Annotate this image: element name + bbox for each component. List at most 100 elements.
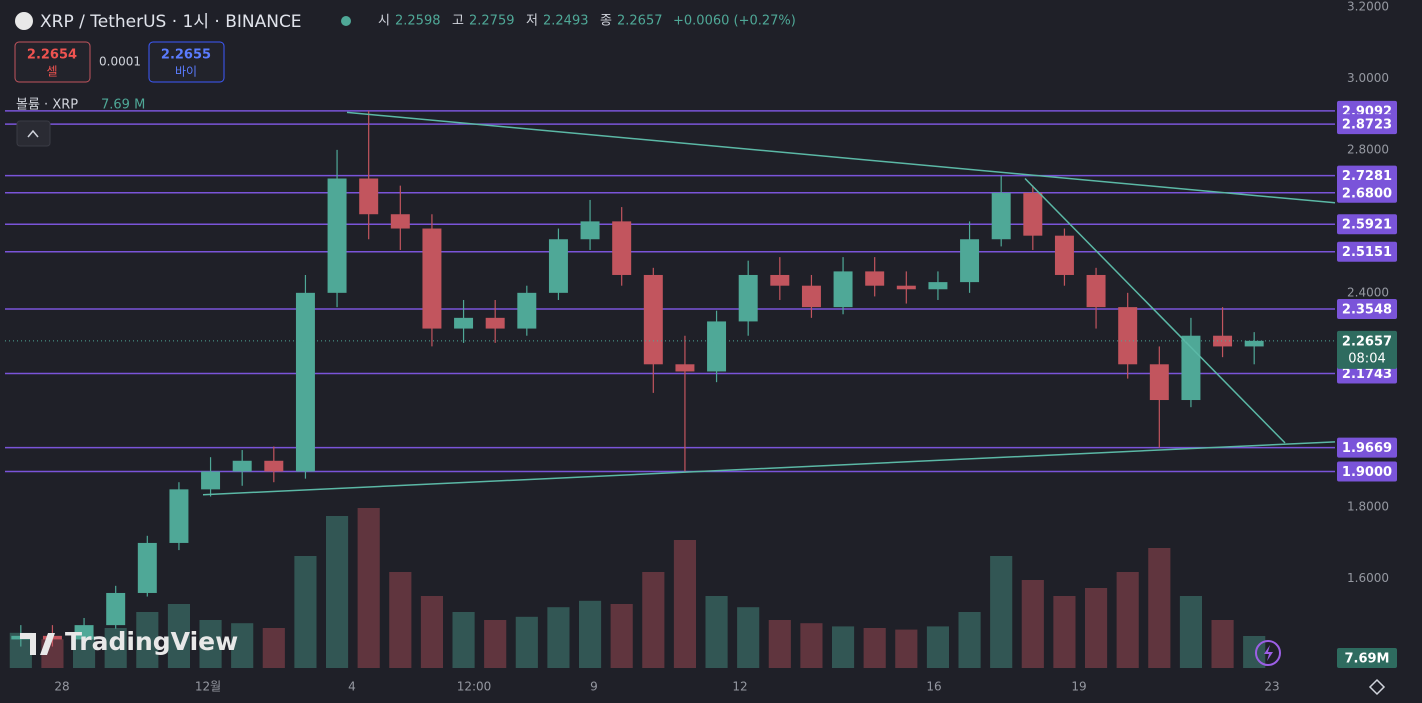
x-tick-label: 12월 (195, 680, 221, 694)
volume-title: 볼륨 · XRP (16, 98, 78, 113)
volume-bar (642, 572, 665, 668)
candle-body (1023, 192, 1043, 236)
ohlc-value: 2.2493 (543, 14, 589, 29)
market-status (341, 16, 351, 26)
candle-body (422, 228, 442, 329)
candle-body (738, 274, 758, 322)
volume-bar (325, 516, 349, 668)
level-label-box (1337, 461, 1397, 482)
logo-text: TradingView (65, 627, 238, 656)
settings-icon[interactable] (1368, 678, 1386, 696)
volume-bar (705, 596, 728, 668)
volume-bar (578, 600, 602, 668)
volume-bar (72, 636, 96, 668)
x-tick-label: 12 (732, 680, 747, 694)
candle-body (232, 460, 252, 472)
last-price-box (1337, 330, 1397, 369)
candle-body (833, 271, 853, 308)
volume-bar (104, 628, 127, 668)
volume-bar (831, 626, 855, 668)
candle-body (960, 239, 980, 283)
buy-button[interactable] (148, 41, 225, 83)
symbol-icon (15, 12, 33, 30)
countdown: 08:04 (1348, 351, 1385, 366)
volume-bar (863, 628, 886, 668)
x-tick-label: 19 (1071, 680, 1086, 694)
level-label: 2.5921 (1342, 218, 1392, 233)
y-tick-label: 2.4000 (1347, 285, 1389, 299)
candle-body (327, 178, 347, 293)
collapse-icon (27, 129, 39, 138)
volume-value: 7.69 M (101, 98, 145, 113)
candle-body (675, 364, 695, 372)
level-label: 2.1743 (1342, 367, 1392, 382)
candle-body (1054, 235, 1074, 275)
level-label: 2.3548 (1342, 302, 1392, 317)
volume-axis-label: 7.69M (1344, 652, 1389, 667)
y-tick-label: 3.0000 (1347, 71, 1389, 85)
y-tick-label: 2.8000 (1347, 142, 1389, 156)
volume-bar (958, 612, 981, 668)
y-tick-label: 1.8000 (1347, 500, 1389, 514)
trend-line (1024, 177, 1286, 444)
symbol-title: XRP / TetherUS · 1시 · BINANCE (40, 12, 302, 32)
collapse-button[interactable] (16, 120, 51, 147)
volume-bar (1053, 596, 1076, 668)
candle-body (390, 214, 410, 229)
trend-line (202, 441, 1336, 496)
x-tick-label: 9 (590, 680, 598, 694)
volume-bar (926, 626, 950, 668)
level-label-box (1337, 214, 1397, 235)
volume-bar (262, 628, 285, 668)
buy-label: 바이 (175, 65, 197, 79)
sell-button[interactable] (14, 41, 91, 83)
volume-bar (452, 612, 475, 668)
x-tick-label: 16 (926, 680, 941, 694)
volume-bar (737, 607, 760, 668)
volume-bar (294, 556, 317, 668)
level-label: 2.8723 (1342, 118, 1392, 133)
lightning-button[interactable] (1255, 640, 1281, 666)
volume-bar (800, 623, 823, 668)
candle-body (169, 489, 189, 543)
ohlc-key: 시 (378, 14, 390, 29)
volume-bar (895, 629, 918, 668)
y-tick-label: 3.2000 (1347, 0, 1389, 14)
level-label: 2.5151 (1342, 245, 1392, 260)
volume-bar (420, 596, 444, 668)
candle-body (201, 471, 221, 490)
x-tick-label: 28 (54, 680, 69, 694)
candle-body (1149, 364, 1169, 401)
level-label-box (1337, 165, 1397, 186)
volume-bar (1116, 572, 1139, 668)
candle-body (770, 274, 790, 286)
candle-body (707, 321, 727, 372)
candle-body (1244, 340, 1264, 347)
candle-body (1086, 274, 1106, 308)
ohlc-value: 2.2598 (395, 14, 441, 29)
volume-bar (768, 620, 791, 668)
candle-body (485, 317, 505, 329)
level-label-box (1337, 114, 1397, 135)
candle-body (264, 460, 284, 472)
lightning-icon (1264, 645, 1273, 661)
volume-bar (389, 572, 412, 668)
candle-body (517, 292, 537, 329)
x-tick-label: 23 (1264, 680, 1279, 694)
candle-body (454, 317, 474, 329)
ohlc-value: 2.2657 (617, 14, 663, 29)
volume-bar (231, 623, 254, 668)
volume-bar (199, 620, 222, 668)
ohlc-key: 종 (600, 14, 612, 29)
logo-mark (20, 633, 55, 655)
candle-body (580, 221, 600, 240)
level-label-box (1337, 298, 1397, 319)
candle-body (801, 285, 821, 308)
candle-body (928, 282, 948, 290)
volume-bar (990, 556, 1013, 668)
volume-bar (357, 508, 380, 668)
x-tick-label: 4 (348, 680, 356, 694)
sell-price: 2.2654 (27, 48, 77, 63)
volume-bar (1148, 548, 1171, 668)
level-label: 1.9000 (1342, 465, 1392, 480)
